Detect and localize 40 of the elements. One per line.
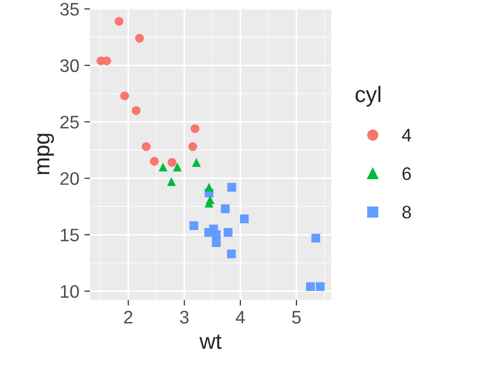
x-tick-label: 2 (124, 310, 132, 324)
point (306, 282, 315, 292)
point (150, 156, 159, 166)
point (190, 124, 200, 133)
y-tick-label: 25 (60, 116, 79, 129)
y-tick-label: 10 (60, 285, 79, 298)
point (158, 162, 168, 172)
point (189, 221, 198, 230)
point (132, 106, 141, 115)
point (167, 177, 176, 186)
y-tick-label: 15 (60, 228, 79, 242)
point (114, 16, 124, 26)
point (142, 142, 151, 152)
point (227, 182, 236, 192)
x-tick-label: 4 (236, 310, 245, 324)
point (172, 162, 182, 172)
y-tick-label: 20 (60, 172, 79, 185)
legend-label: 4 (402, 128, 412, 142)
x-tick-label: 3 (180, 310, 189, 324)
point (192, 158, 201, 167)
y-tick-label: 30 (60, 59, 79, 72)
point (135, 34, 144, 43)
point (120, 91, 130, 100)
point (212, 230, 221, 240)
point (240, 214, 249, 224)
point (224, 228, 232, 237)
legend-label: 8 (402, 206, 411, 219)
point (188, 142, 198, 152)
legend-label: 6 (402, 167, 411, 180)
point (204, 182, 214, 192)
x-tick-label: 5 (292, 310, 301, 324)
point (316, 282, 325, 292)
point (227, 250, 236, 258)
point (168, 158, 176, 167)
point (311, 234, 320, 242)
point (220, 204, 230, 214)
y-axis-title: mpg (37, 134, 54, 174)
y-tick-label: 35 (60, 2, 79, 16)
x-axis-title: wt (199, 334, 222, 349)
legend-title: cyl (356, 86, 380, 107)
